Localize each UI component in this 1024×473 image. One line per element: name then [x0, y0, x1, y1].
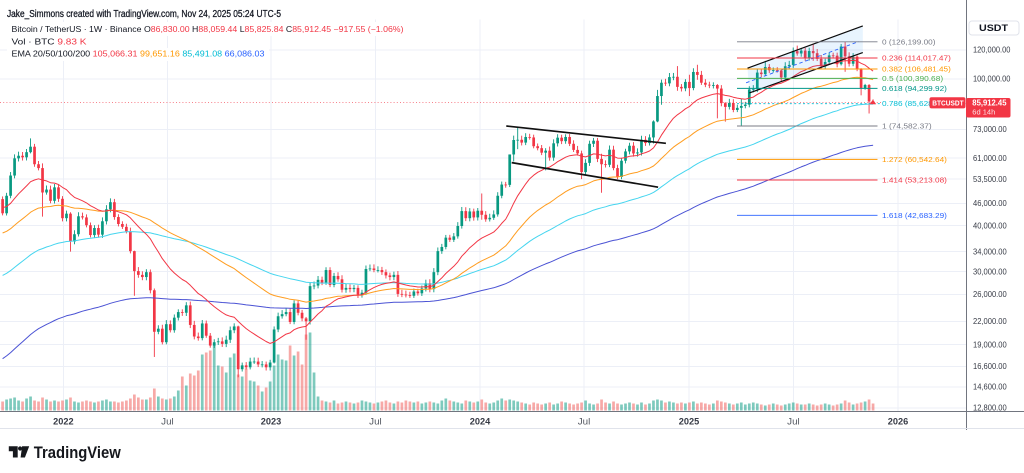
svg-text:2025: 2025 [679, 417, 700, 427]
svg-text:16,600.00: 16,600.00 [973, 362, 1007, 371]
svg-text:120,000.00: 120,000.00 [973, 46, 1011, 55]
svg-text:53,500.00: 53,500.00 [973, 175, 1007, 184]
svg-text:19,000.00: 19,000.00 [973, 340, 1007, 349]
svg-text:34,000.00: 34,000.00 [973, 247, 1007, 256]
svg-text:Jul: Jul [787, 417, 800, 427]
svg-text:1.272 (60,542.64): 1.272 (60,542.64) [882, 155, 947, 164]
svg-text:6d 14h: 6d 14h [972, 107, 995, 116]
svg-text:85,912.45: 85,912.45 [972, 98, 1007, 107]
svg-text:26,000.00: 26,000.00 [973, 290, 1007, 299]
svg-text:0.382 (106,481.45): 0.382 (106,481.45) [882, 65, 951, 74]
svg-text:2024: 2024 [470, 417, 491, 427]
svg-text:1.414 (53,213.08): 1.414 (53,213.08) [882, 176, 947, 185]
svg-text:0.5 (100,390.68): 0.5 (100,390.68) [882, 74, 944, 83]
svg-text:61,000.00: 61,000.00 [973, 154, 1007, 163]
svg-text:1.618 (42,683.29): 1.618 (42,683.29) [882, 211, 947, 220]
svg-text:30,000.00: 30,000.00 [973, 267, 1007, 276]
svg-text:USDT: USDT [979, 23, 1009, 33]
svg-text:22,000.00: 22,000.00 [973, 317, 1007, 326]
svg-text:2023: 2023 [261, 417, 282, 427]
svg-text:TradingView: TradingView [34, 444, 121, 462]
svg-text:0 (126,199.00): 0 (126,199.00) [882, 37, 936, 46]
svg-text:Jake_Simmons created with Trad: Jake_Simmons created with TradingView.co… [7, 9, 281, 20]
svg-text:1 (74,582.37): 1 (74,582.37) [882, 122, 932, 131]
svg-text:Jul: Jul [369, 417, 382, 427]
svg-text:12,800.00: 12,800.00 [973, 404, 1007, 413]
svg-text:46,000.00: 46,000.00 [973, 199, 1007, 208]
svg-text:0.236 (114,017.47): 0.236 (114,017.47) [882, 54, 951, 63]
svg-text:100,000.00: 100,000.00 [973, 75, 1011, 84]
svg-text:Vol · BTC 9.83 K: Vol · BTC 9.83 K [12, 37, 88, 46]
svg-text:0.618 (94,299.92): 0.618 (94,299.92) [882, 84, 947, 93]
svg-text:2022: 2022 [53, 417, 73, 427]
svg-text:73,000.00: 73,000.00 [973, 125, 1007, 134]
svg-text:0.786 (85,628.95): 0.786 (85,628.95) [882, 99, 947, 108]
svg-text:BTCUSDT: BTCUSDT [932, 99, 964, 108]
svg-text:Jul: Jul [578, 417, 591, 427]
svg-text:Jul: Jul [161, 417, 174, 427]
svg-text:2026: 2026 [888, 417, 909, 427]
svg-text:Bitcoin / TetherUS · 1W · Bina: Bitcoin / TetherUS · 1W · Binance O86,83… [12, 25, 404, 34]
svg-text:EMA 20/50/100/200 105,066.31 9: EMA 20/50/100/200 105,066.31 99,651.16 8… [12, 50, 265, 59]
svg-text:14,600.00: 14,600.00 [973, 383, 1007, 392]
svg-text:40,000.00: 40,000.00 [973, 221, 1007, 230]
